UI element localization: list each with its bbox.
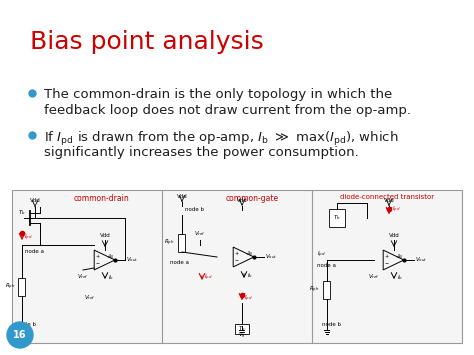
Text: $R_{ph}$: $R_{ph}$ (164, 238, 174, 248)
Bar (329, 209, 345, 227)
Text: Vdd: Vdd (383, 198, 394, 203)
Text: $I_b$: $I_b$ (108, 274, 114, 283)
Text: $R_{ph}$: $R_{ph}$ (5, 282, 15, 292)
Text: $I_{pd}$: $I_{pd}$ (24, 233, 33, 243)
Text: common-drain: common-drain (74, 194, 130, 203)
Text: $T_b$: $T_b$ (238, 324, 246, 333)
Text: $V_{out}$: $V_{out}$ (126, 256, 138, 264)
Text: $V_{ref}$: $V_{ref}$ (368, 272, 380, 281)
Text: node a: node a (317, 263, 336, 268)
Text: +: + (95, 253, 100, 258)
Bar (179, 234, 185, 252)
Bar (12, 190, 462, 343)
Text: diode-connected transistor: diode-connected transistor (340, 194, 434, 200)
Text: $V_{ref}$: $V_{ref}$ (84, 293, 96, 302)
Text: $A_0$: $A_0$ (246, 249, 253, 258)
Text: $I_b$: $I_b$ (247, 272, 253, 280)
Text: $I_{pd}$: $I_{pd}$ (392, 205, 401, 215)
Text: −: − (384, 262, 389, 267)
Text: $R_{ph}$: $R_{ph}$ (309, 285, 319, 295)
Text: Vdd: Vdd (29, 198, 40, 203)
Text: If $\mathit{I}_{\rm pd}$ is drawn from the op-amp, $\mathit{I}_{\rm b}$ $\gg$ ma: If $\mathit{I}_{\rm pd}$ is drawn from t… (44, 130, 399, 148)
Text: Vdd: Vdd (100, 233, 110, 238)
Text: $V_{out}$: $V_{out}$ (415, 256, 427, 264)
Text: $T_b$: $T_b$ (18, 208, 26, 218)
Text: node b: node b (18, 322, 36, 327)
Circle shape (7, 322, 33, 348)
Text: node b: node b (322, 322, 341, 327)
Text: $I_{pd}$: $I_{pd}$ (317, 250, 326, 260)
Text: Vdd: Vdd (389, 233, 400, 238)
Text: Bias point analysis: Bias point analysis (30, 30, 264, 54)
Text: node a: node a (170, 260, 189, 265)
Text: significantly increases the power consumption.: significantly increases the power consum… (44, 146, 359, 159)
Text: $V_{ref}$: $V_{ref}$ (194, 229, 206, 238)
Bar (323, 281, 330, 299)
Text: +: + (384, 253, 389, 258)
Text: −: − (234, 258, 238, 263)
Bar (18, 278, 26, 296)
Text: $I_{pd}$: $I_{pd}$ (204, 273, 212, 283)
Text: −: − (95, 262, 100, 267)
Text: The common-drain is the only topology in which the: The common-drain is the only topology in… (44, 88, 392, 101)
Text: 16: 16 (13, 330, 27, 340)
Text: $A_0$: $A_0$ (396, 252, 403, 261)
Text: Vdd: Vdd (177, 194, 187, 199)
Text: $V_g$: $V_g$ (238, 331, 246, 341)
Text: $A_0$: $A_0$ (107, 252, 114, 261)
Text: Vdd: Vdd (237, 198, 247, 203)
Text: common-gate: common-gate (226, 194, 279, 203)
Text: $T_b$: $T_b$ (333, 214, 341, 223)
Text: node a: node a (25, 249, 44, 254)
Text: node b: node b (185, 207, 204, 212)
Text: $I_{pd}$: $I_{pd}$ (244, 294, 253, 304)
Text: $V_{ref}$: $V_{ref}$ (77, 272, 89, 281)
Text: $V_{out}$: $V_{out}$ (265, 252, 277, 261)
Bar (235, 324, 249, 334)
Text: $I_b$: $I_b$ (397, 274, 403, 283)
Text: feedback loop does not draw current from the op-amp.: feedback loop does not draw current from… (44, 104, 411, 117)
Text: +: + (234, 251, 238, 256)
